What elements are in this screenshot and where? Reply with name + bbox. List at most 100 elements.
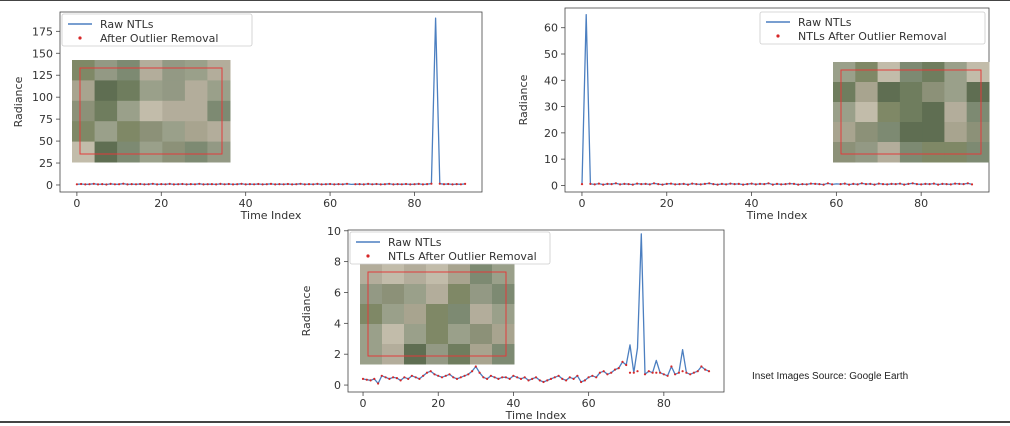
data-point-after-removal [320,183,323,186]
data-point-after-removal [839,183,842,186]
data-point-after-removal [227,182,230,186]
y-tick-label: 125 [32,69,53,82]
inset-field-patch [382,284,405,305]
chart-panel-bottom: 0 20 40 60 80 0 2 4 6 8 10 Time Index Radiance Raw NT… [300,225,725,422]
data-point-after-removal [324,183,327,186]
data-point-after-removal [383,183,386,186]
inset-field-patch [944,142,968,163]
data-point-after-removal [143,183,146,186]
data-point-after-removal [417,182,420,185]
data-point-after-removal [662,373,665,376]
inset-field-patch [899,62,923,83]
data-point-after-removal [758,182,762,185]
y-tick-label: 150 [32,47,53,60]
x-tick-label: 40 [745,197,759,210]
data-point-after-removal [818,183,821,186]
data-point-after-removal [644,182,647,185]
data-point-after-removal [725,183,728,186]
inset-field-patch [426,324,449,345]
data-point-after-removal [598,371,601,374]
inset-field-patch [139,121,163,143]
data-point-after-removal [553,376,556,379]
x-tick-label: 20 [431,397,445,410]
data-point-after-removal [691,182,694,185]
data-point-after-removal [894,183,897,186]
data-point-after-removal [898,182,902,185]
x-tick-label: 80 [407,197,421,210]
data-point-after-removal [404,182,408,186]
chart-panel-top-left: 0 20 40 60 80 0 25 50 75 100 125 150 175 Time Index Ra… [12,11,483,222]
data-point-after-removal [617,367,620,370]
data-point-after-removal [869,182,872,185]
inset-field-patch [117,141,141,163]
data-point-after-removal [380,374,383,377]
data-point-after-removal [652,182,656,185]
data-point-after-removal [512,374,515,377]
data-point-after-removal [516,376,519,379]
data-point-after-removal [105,183,108,186]
inset-field-patch [492,324,515,345]
inset-field-patch [360,264,383,285]
data-point-after-removal [640,183,643,186]
inset-field-patch [94,80,118,102]
data-point-after-removal [771,183,774,186]
data-point-after-removal [674,373,677,376]
data-point-after-removal [88,183,91,186]
data-point-after-removal [826,182,829,185]
data-point-after-removal [501,376,504,379]
data-point-after-removal [365,378,368,381]
data-point-after-removal [442,183,446,186]
inset-field-patch [94,60,118,81]
inset-field-patch [448,324,471,345]
data-point-after-removal [700,365,703,368]
data-point-after-removal [610,371,613,374]
data-point-after-removal [307,183,311,186]
data-point-after-removal [674,183,677,186]
x-tick-label: 0 [578,197,585,210]
inset-field-patch [944,102,968,123]
data-point-after-removal [580,183,584,186]
data-point-after-removal [206,183,209,186]
inset-field-patch [117,80,141,102]
data-point-after-removal [426,183,429,186]
data-point-after-removal [657,183,660,186]
data-point-after-removal [720,182,723,185]
inset-field-patch [492,284,515,305]
inset-region-box [79,67,223,155]
data-point-after-removal [750,182,753,185]
data-point-after-removal [464,182,467,185]
y-tick-label: 40 [544,74,558,87]
inset-field-patch [899,102,923,123]
inset-field-patch [922,62,945,83]
data-point-after-removal [692,371,695,374]
data-point-after-removal [651,371,654,374]
inset-field-patch [404,304,427,325]
data-point-after-removal [261,183,264,186]
data-point-after-removal [396,183,399,186]
data-point-after-removal [219,182,222,185]
data-point-after-removal [809,182,812,185]
inset-field-patch [470,304,493,325]
data-point-after-removal [413,183,416,186]
data-point-after-removal [593,183,596,186]
inset-field-patch [207,100,231,122]
y-tick-label: 2 [334,348,341,361]
inset-field-patch [72,100,96,122]
data-point-after-removal [712,183,715,186]
inset-satellite-image [360,264,515,365]
data-point-after-removal [631,183,634,186]
inset-field-patch [966,102,990,123]
data-point-after-removal [907,182,910,185]
data-point-after-removal [784,183,787,186]
inset-field-patch [470,264,493,285]
inset-field-patch [944,82,968,103]
inset-field-patch [426,304,449,325]
inset-source-note: Inset Images Source: Google Earth [752,371,909,382]
data-point-after-removal [542,380,545,384]
data-point-after-removal [407,377,410,380]
data-point-after-removal [681,370,684,373]
data-point-after-removal [354,183,357,186]
data-point-after-removal [291,183,294,186]
data-point-after-removal [587,376,590,379]
inset-field-patch [94,100,118,122]
